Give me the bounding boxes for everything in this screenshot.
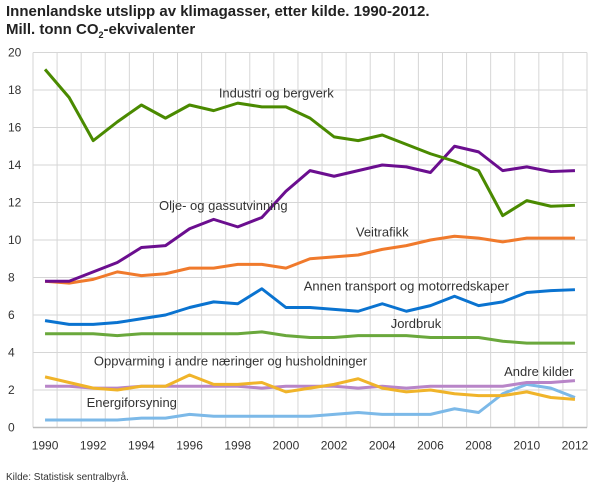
y-tick-label: 20 [8,46,22,60]
y-tick-label: 0 [8,421,15,435]
series-line-veitrafikk [44,234,575,285]
y-tick-label: 8 [8,271,15,285]
series-line-jordbruk [45,330,575,345]
series-line-industri-og-bergverk [43,68,576,218]
series-label: Olje- og gassutvinning [159,198,288,213]
x-tick-label: 2002 [321,439,348,453]
x-tick-label: 2006 [417,439,444,453]
series-label: Energiforsyning [87,395,177,410]
y-tick-label: 6 [8,308,15,322]
x-tick-label: 1994 [128,439,155,453]
x-tick-label: 1998 [224,439,251,453]
y-tick-label: 18 [8,83,22,97]
source-note: Kilde: Statistisk sentralbyrå. [6,472,129,483]
y-tick-label: 16 [8,121,22,135]
y-tick-label: 2 [8,383,15,397]
x-tick-label: 2010 [513,439,540,453]
title-line-2: Mill. tonn CO2-ekvivalenter [6,21,430,40]
title-line-1: Innenlandske utslipp av klimagasser, ett… [6,3,430,20]
series-label: Andre kilder [504,364,574,379]
series-label: Oppvarming i andre næringer og husholdni… [94,354,368,369]
x-tick-label: 2008 [465,439,492,453]
x-tick-label: 2012 [562,439,589,453]
title-subscript: 2 [98,30,104,40]
x-tick-label: 2000 [273,439,300,453]
series-line-energiforsyning [45,382,576,422]
x-tick-label: 1990 [32,439,59,453]
series-line-olje-og-gassutvinning [45,144,576,283]
series-line-oppvarming-i-andre-næringer-og-husholdninger [44,373,576,401]
y-tick-label: 10 [8,233,22,247]
y-tick-label: 12 [8,196,22,210]
y-tick-label: 4 [8,346,15,360]
series-line-annen-transport-og-motorredskaper [44,287,576,326]
series-label: Industri og bergverk [219,86,334,101]
chart-title: Innenlandske utslipp av klimagasser, ett… [6,3,430,40]
title-unit-suffix: -ekvivalenter [103,21,196,38]
series-label: Jordbruk [391,316,442,331]
y-tick-label: 14 [8,158,22,172]
x-tick-label: 2004 [369,439,396,453]
x-tick-label: 1996 [176,439,203,453]
x-tick-label: 1992 [80,439,107,453]
series-label: Veitrafikk [356,224,409,239]
title-unit: Mill. tonn CO [6,21,99,38]
series-label: Annen transport og motorredskaper [304,279,510,294]
